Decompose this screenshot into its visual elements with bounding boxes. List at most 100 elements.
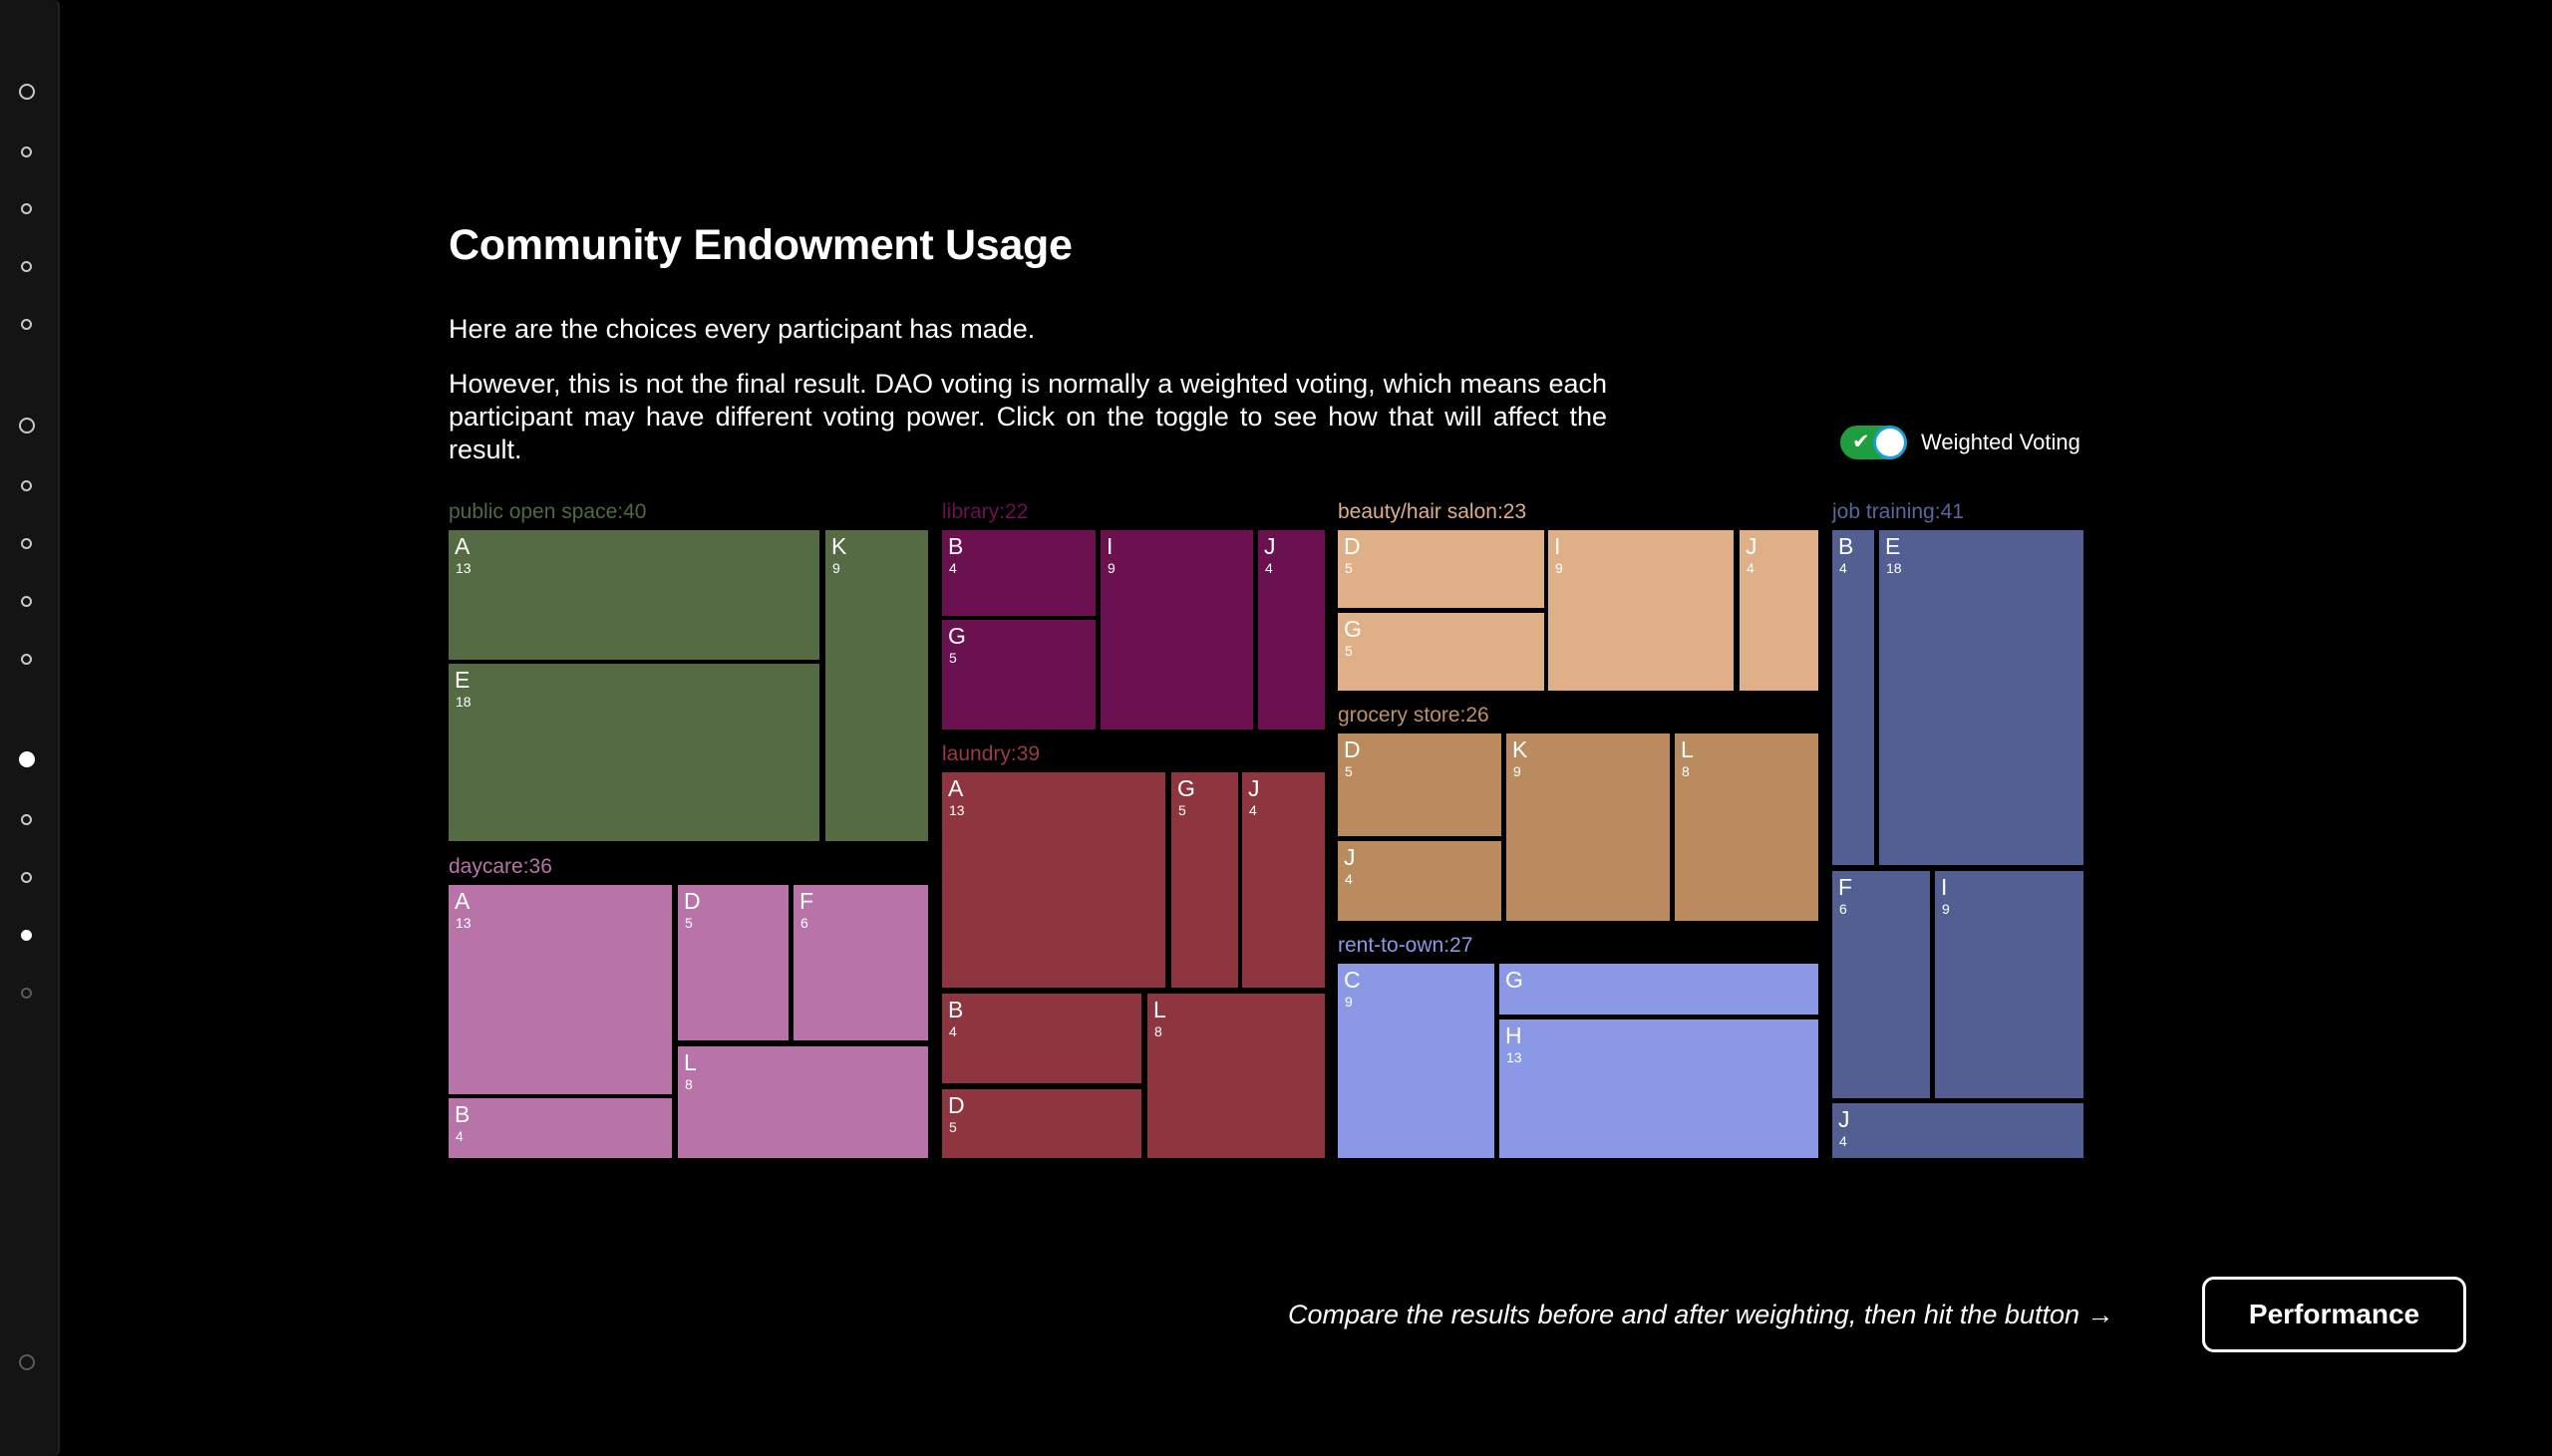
- step-indicator[interactable]: [21, 146, 32, 157]
- cell-count: 5: [1178, 802, 1186, 818]
- cell-count: 4: [1249, 802, 1257, 818]
- step-indicator[interactable]: [21, 987, 32, 999]
- cell-count: 9: [1942, 901, 1950, 917]
- page-title: Community Endowment Usage: [449, 221, 1073, 269]
- step-indicator[interactable]: [19, 418, 35, 434]
- group-label: beauty/hair salon:23: [1338, 500, 1527, 523]
- step-indicator[interactable]: [21, 813, 32, 825]
- step-indicator[interactable]: [21, 260, 32, 272]
- cell-count: 9: [1345, 994, 1353, 1010]
- cell-letter: D: [1344, 736, 1361, 762]
- cell-count: 4: [456, 1128, 464, 1144]
- group-label: public open space:40: [449, 500, 647, 523]
- cell-count: 4: [949, 560, 957, 576]
- step-indicator[interactable]: [21, 595, 32, 607]
- cell-count: 4: [1265, 560, 1273, 576]
- cell-letter: D: [684, 888, 701, 914]
- cell-count: 6: [800, 915, 808, 931]
- step-indicator[interactable]: [21, 479, 32, 491]
- step-indicator[interactable]: [19, 751, 35, 767]
- step-indicator[interactable]: [21, 318, 32, 330]
- cell-letter: C: [1344, 967, 1361, 993]
- cell-count: 18: [1886, 560, 1902, 576]
- step-indicator[interactable]: [19, 1354, 35, 1370]
- cell-count: 13: [949, 802, 965, 818]
- cell-count: 4: [1345, 871, 1353, 887]
- cell-count: 18: [456, 694, 472, 710]
- treemap-cell[interactable]: G: [1499, 964, 1818, 1015]
- cell-count: 8: [1154, 1023, 1162, 1039]
- cell-letter: B: [1838, 533, 1854, 559]
- cell-letter: J: [1746, 533, 1757, 559]
- cell-letter: A: [455, 533, 471, 559]
- cell-letter: E: [1885, 533, 1901, 559]
- treemap-cell[interactable]: E 18: [449, 664, 819, 841]
- cell-count: 5: [1345, 763, 1353, 779]
- check-icon: ✔: [1852, 430, 1870, 453]
- intro-text: Here are the choices every participant h…: [449, 314, 1036, 344]
- toggle-label: Weighted Voting: [1921, 430, 2080, 454]
- step-indicator[interactable]: [21, 871, 32, 883]
- cell-letter: G: [1505, 967, 1523, 993]
- weighted-voting-toggle[interactable]: ✔ Weighted Voting: [1840, 426, 2080, 459]
- treemap-cell[interactable]: A 13: [942, 772, 1165, 988]
- cell-count: 5: [949, 1119, 957, 1135]
- cell-count: 9: [832, 560, 840, 576]
- treemap-cell[interactable]: A 13: [449, 885, 672, 1094]
- cell-letter: H: [1505, 1022, 1522, 1048]
- cell-letter: G: [1177, 775, 1195, 801]
- step-indicator[interactable]: [21, 202, 32, 214]
- cell-letter: B: [948, 997, 964, 1022]
- treemap-cell[interactable]: E 18: [1879, 530, 2083, 865]
- step-indicator[interactable]: [21, 929, 32, 941]
- cell-count: 6: [1839, 901, 1847, 917]
- toggle-switch[interactable]: ✔: [1840, 426, 1907, 459]
- group-label: rent-to-own:27: [1338, 934, 1473, 957]
- cell-count: 5: [949, 650, 957, 666]
- cell-letter: A: [455, 888, 471, 914]
- performance-button[interactable]: Performance: [2202, 1277, 2466, 1352]
- treemap-cell[interactable]: H 13: [1499, 1019, 1818, 1158]
- cell-count: 9: [1108, 560, 1116, 576]
- cell-count: 5: [1345, 560, 1353, 576]
- cell-letter: E: [455, 667, 471, 693]
- step-indicator[interactable]: [19, 84, 35, 100]
- step-indicator[interactable]: [21, 653, 32, 665]
- cell-letter: K: [1512, 736, 1528, 762]
- group-label: laundry:39: [942, 742, 1041, 765]
- progress-sidebar: [0, 0, 60, 1456]
- step-indicator[interactable]: [21, 537, 32, 549]
- cell-letter: L: [1681, 736, 1694, 762]
- cell-letter: L: [684, 1049, 697, 1075]
- instruction-hint: Compare the results before and after wei…: [1288, 1300, 2114, 1329]
- treemap-cell[interactable]: A 13: [449, 530, 819, 660]
- cell-letter: D: [948, 1092, 965, 1118]
